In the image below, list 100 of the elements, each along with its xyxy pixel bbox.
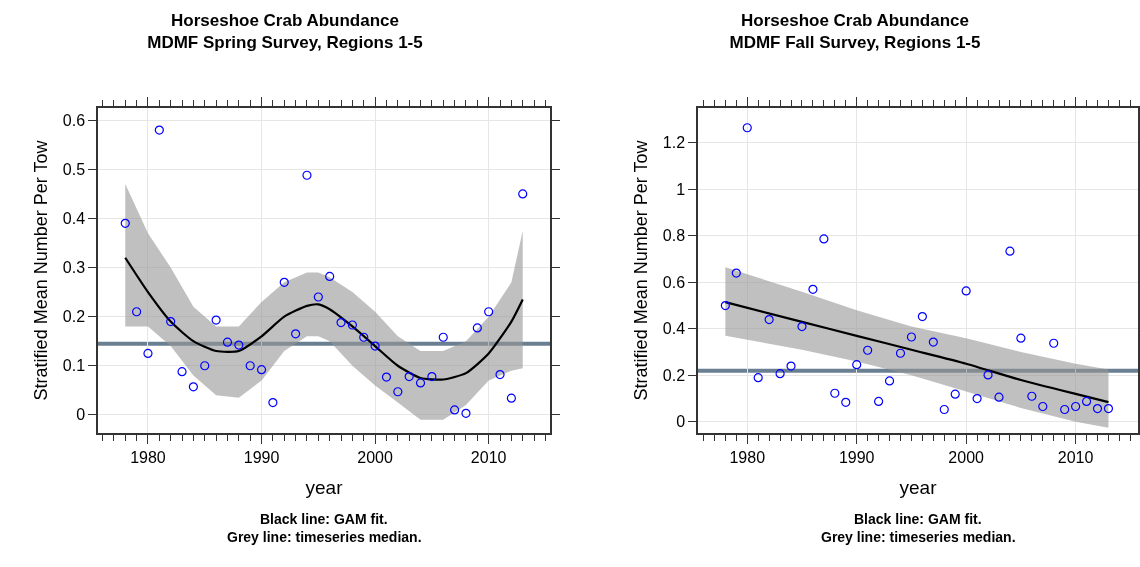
y-tick-label: 0.3 [62,259,86,277]
y-tick-label: 0.8 [662,227,686,245]
x-tick-label: 1990 [838,448,875,466]
point [1005,246,1015,256]
point [764,314,774,325]
y-axis-title: Stratified Mean Number Per Tow [31,139,52,401]
chart-subtitle: MDMF Spring Survey, Regions 1-5 [147,32,423,52]
text: Grey line: timeseries median. [821,529,1016,545]
point [1016,333,1026,343]
point [950,389,960,399]
point [518,189,528,199]
x-axis-title: year [899,477,938,499]
point [884,376,895,386]
x-tick-label: 2010 [470,448,507,466]
point [336,317,346,328]
point [939,404,949,415]
point [506,393,516,403]
y-tick-label: 0.4 [62,210,86,228]
y-tick-label: 1.2 [662,134,686,152]
point [291,329,301,339]
point [852,360,862,370]
x-tick-label: 1980 [130,448,166,466]
point [484,307,494,317]
point [797,321,807,332]
chart-title: Horseshoe Crab Abundance [171,10,399,30]
point [928,337,938,347]
point [917,311,927,322]
point [753,373,763,383]
point [1103,403,1114,414]
y-tick-label: 1 [676,180,686,198]
point [1027,391,1037,401]
point [495,369,505,380]
point [132,307,142,317]
point [1038,401,1048,412]
text: Grey line: timeseries median. [227,529,422,545]
point [961,286,971,296]
point [143,348,153,359]
x-tick-label: 2010 [1057,448,1094,466]
point [200,361,210,371]
point [786,361,796,371]
text: Black line: GAM fit. [260,511,388,527]
point [120,218,130,228]
point [302,170,312,180]
point [972,393,982,404]
text: Black line: GAM fit. [854,511,982,527]
point [268,397,278,408]
point [325,271,335,281]
point [841,397,851,407]
point [415,378,426,388]
x-tick-label: 2000 [357,448,394,466]
y-tick-label: 0.1 [62,357,86,375]
y-axis-title: Stratified Mean Number Per Tow [631,139,652,401]
point [983,370,993,380]
x-tick-label: 1980 [729,448,766,466]
point [830,388,840,398]
point [461,408,471,418]
point [222,337,233,347]
point [808,284,818,294]
point [1060,404,1070,415]
y-tick-label: 0 [676,413,686,431]
point [427,371,437,382]
point [742,123,752,133]
y-tick-label: 0.6 [662,273,686,291]
y-tick-label: 0.5 [62,160,86,178]
point [863,345,873,355]
y-tick-label: 0.2 [62,308,86,326]
point [819,234,829,244]
x-tick-label: 1990 [243,448,280,466]
point [279,277,289,287]
point [370,341,380,351]
point [154,125,164,135]
point [177,367,187,377]
point [211,315,221,325]
point [1092,403,1103,414]
point [472,323,482,333]
point [166,316,176,327]
point [404,371,414,382]
point [438,332,448,342]
point [234,340,244,350]
chart-subtitle: MDMF Fall Survey, Regions 1-5 [729,32,981,52]
chart-title: Horseshoe Crab Abundance [741,10,969,30]
point [720,301,730,311]
point [1071,401,1081,412]
point [347,320,357,330]
point [359,332,369,342]
y-tick-label: 0.4 [662,320,686,338]
point [393,387,403,397]
point [874,396,884,406]
x-tick-label: 2000 [948,448,985,466]
point [381,372,392,382]
point [450,405,460,415]
point [188,382,198,392]
point [1049,338,1059,348]
y-tick-label: 0 [76,406,86,424]
y-tick-label: 0.2 [662,366,686,384]
point [895,348,906,358]
point [731,268,741,278]
point [906,332,917,342]
x-axis-title: year [305,477,344,499]
point [256,365,267,375]
